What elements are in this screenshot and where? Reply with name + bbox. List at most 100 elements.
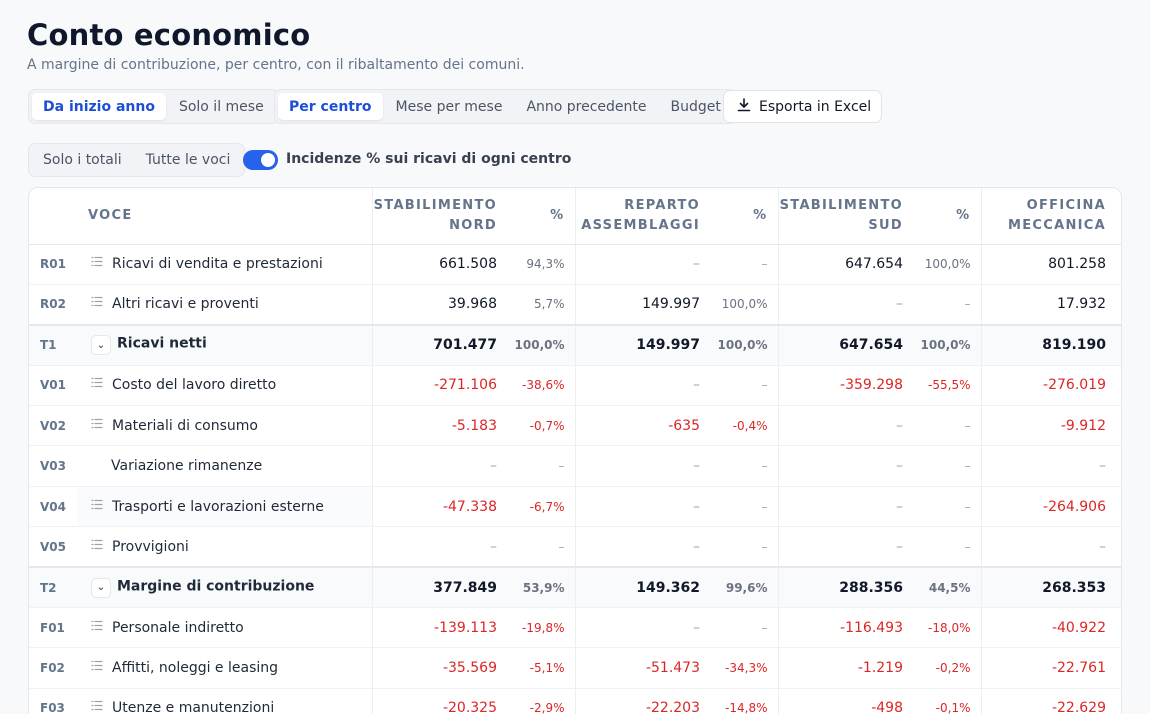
list-detail-icon[interactable] <box>91 418 104 432</box>
cell-pct-center-3: – <box>915 445 981 487</box>
row-code: V04 <box>29 486 77 528</box>
cell-pct-center-2: -34,3% <box>712 647 778 689</box>
cell-value-center-1: 661.508 <box>371 244 509 285</box>
row-voce: Affitti, noleggi e leasing <box>77 647 372 689</box>
row-voce: ⌄ Ricavi netti <box>77 324 372 366</box>
period-option-ytd[interactable]: Da inizio anno <box>32 93 166 120</box>
table-total-row[interactable]: T1 ⌄ Ricavi netti 701.477 100,0% 149.997 100,0… <box>29 324 1121 366</box>
cell-value-center-1: -271.106 <box>371 365 509 407</box>
row-voce: Costo del lavoro diretto <box>77 365 372 407</box>
page-title: Conto economico <box>27 18 311 52</box>
list-detail-icon[interactable] <box>91 660 104 674</box>
list-detail-icon[interactable] <box>91 700 104 714</box>
row-label: Ricavi netti <box>117 335 207 352</box>
list-detail-icon[interactable] <box>91 256 104 270</box>
toggle-knob <box>261 153 275 167</box>
cell-value-center-1: -5.183 <box>371 405 509 447</box>
view-option-previous-year[interactable]: Anno precedente <box>526 98 647 115</box>
view-option-budget[interactable]: Budget <box>670 98 721 115</box>
income-statement-table: VOCE STABILIMENTO NORD % REPARTO ASSEMBL… <box>28 187 1122 714</box>
period-option-month[interactable]: Solo il mese <box>178 98 264 115</box>
cell-value-center-4: – <box>980 445 1118 487</box>
cell-pct-center-4: -2,8% <box>1118 647 1121 689</box>
row-voce: Personale indiretto <box>77 607 372 649</box>
view-option-per-center[interactable]: Per centro <box>278 93 383 120</box>
cell-pct-center-2: -0,4% <box>712 405 778 447</box>
chevron-down-icon[interactable]: ⌄ <box>91 335 111 356</box>
cell-value-center-3: – <box>777 405 915 447</box>
header-voce: VOCE <box>77 188 372 245</box>
row-voce: Provvigioni <box>77 526 372 568</box>
row-code: F03 <box>29 688 77 714</box>
incidence-toggle[interactable] <box>243 150 278 170</box>
row-voce: Ricavi di vendita e prestazioni <box>77 244 372 285</box>
row-label: Variazione rimanenze <box>111 458 263 475</box>
row-label: Altri ricavi e proventi <box>112 296 259 313</box>
row-label: Personale indiretto <box>112 619 244 636</box>
cell-value-center-3: – <box>777 284 915 326</box>
row-code: T2 <box>29 567 77 609</box>
cell-pct-center-1: -0,7% <box>509 405 575 447</box>
header-code <box>29 188 77 245</box>
cell-value-center-3: -116.493 <box>777 607 915 649</box>
table-row: R02 Altri ricavi e proventi 39.968 5,7% 149.… <box>29 284 1121 326</box>
cell-value-center-4: -9.912 <box>980 405 1118 447</box>
list-detail-icon[interactable] <box>91 620 104 634</box>
row-voce: Variazione rimanenze <box>77 445 372 487</box>
list-detail-icon[interactable] <box>91 377 104 391</box>
table-row: V01 Costo del lavoro diretto -271.106 -38,6… <box>29 365 1121 407</box>
row-code: V03 <box>29 445 77 487</box>
view-option-monthly[interactable]: Mese per mese <box>395 98 503 115</box>
header-center-1: STABILIMENTO NORD <box>371 188 509 245</box>
cell-pct-center-4: -33,7% <box>1118 365 1121 407</box>
row-code: R01 <box>29 244 77 285</box>
cell-value-center-3: 288.356 <box>777 567 915 609</box>
cell-value-center-2: -635 <box>574 405 712 447</box>
row-label: Margine di contribuzione <box>117 578 315 595</box>
row-label: Costo del lavoro diretto <box>112 377 277 394</box>
cell-value-center-3: -1.219 <box>777 647 915 689</box>
table-header-row: VOCE STABILIMENTO NORD % REPARTO ASSEMBL… <box>29 188 1121 245</box>
cell-value-center-2: -22.203 <box>574 688 712 714</box>
detail-option-totals[interactable]: Solo i totali <box>43 152 122 168</box>
cell-pct-center-2: – <box>712 486 778 528</box>
cell-value-center-4: 17.932 <box>980 284 1118 326</box>
table-total-row[interactable]: T2 ⌄ Margine di contribuzione 377.849 53,9% 1… <box>29 567 1121 609</box>
list-detail-icon[interactable] <box>91 296 104 310</box>
cell-pct-center-2: – <box>712 244 778 285</box>
cell-pct-center-2: 100,0% <box>712 324 778 366</box>
detail-option-all[interactable]: Tutte le voci <box>145 152 231 168</box>
period-switch: Da inizio anno Solo il mese <box>28 89 279 124</box>
list-detail-icon[interactable] <box>91 499 104 513</box>
row-label: Trasporti e lavorazioni esterne <box>112 498 324 515</box>
cell-pct-center-4: -1,2% <box>1118 405 1121 447</box>
row-code: F01 <box>29 607 77 649</box>
cell-value-center-1: -35.569 <box>371 647 509 689</box>
cell-value-center-1: -139.113 <box>371 607 509 649</box>
row-voce: Altri ricavi e proventi <box>77 284 372 326</box>
header-center-2: REPARTO ASSEMBLAGGI <box>574 188 712 245</box>
cell-pct-center-4: -2,8% <box>1118 688 1121 714</box>
cell-pct-center-1: 53,9% <box>509 567 575 609</box>
cell-pct-center-2: -14,8% <box>712 688 778 714</box>
chevron-down-icon[interactable]: ⌄ <box>91 577 111 598</box>
table-row: R01 Ricavi di vendita e prestazioni 661.50… <box>29 244 1121 285</box>
export-excel-label: Esporta in Excel <box>759 98 872 115</box>
row-label: Provvigioni <box>112 538 189 555</box>
cell-value-center-4: 801.258 <box>980 244 1118 285</box>
cell-value-center-1: – <box>371 445 509 487</box>
row-code: F02 <box>29 647 77 689</box>
cell-pct-center-3: – <box>915 526 981 568</box>
export-excel-button[interactable]: Esporta in Excel <box>723 90 882 123</box>
cell-value-center-2: – <box>574 365 712 407</box>
cell-pct-center-3: -0,1% <box>915 688 981 714</box>
list-detail-icon[interactable] <box>91 539 104 553</box>
cell-value-center-3: – <box>777 526 915 568</box>
cell-pct-center-2: 99,6% <box>712 567 778 609</box>
row-voce: Materiali di consumo <box>77 405 372 447</box>
row-code: V01 <box>29 365 77 407</box>
cell-pct-center-1: – <box>509 526 575 568</box>
detail-switch: Solo i totali Tutte le voci <box>28 143 246 177</box>
cell-value-center-1: 701.477 <box>371 324 509 366</box>
